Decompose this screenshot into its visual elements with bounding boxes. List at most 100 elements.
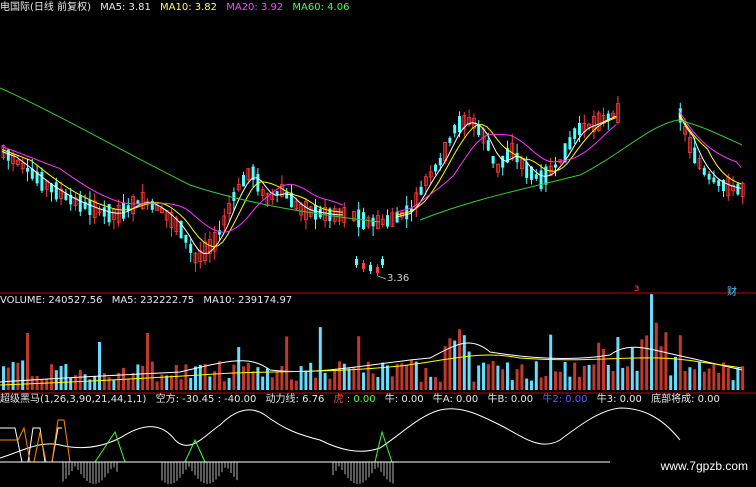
candle-low	[362, 263, 365, 269]
candle-up	[112, 208, 116, 220]
indicator-header: 超级黑马(1,26,3,90,21,44,1,1) 空方: -30.45 : -…	[0, 394, 726, 406]
candle-down	[702, 167, 706, 175]
volume-bars	[2, 294, 745, 390]
candle-down	[362, 212, 365, 230]
volume-bar	[434, 377, 437, 390]
volume-bar	[395, 363, 399, 390]
volume-bar	[650, 294, 653, 390]
candle-down	[357, 209, 361, 228]
finance-marker[interactable]: 财	[727, 287, 737, 298]
candle-down	[573, 128, 577, 139]
candle-up	[73, 197, 78, 207]
volume-bar	[472, 381, 476, 390]
volume-bar	[390, 376, 394, 390]
volume-bar	[131, 372, 135, 390]
volume-bar	[275, 372, 279, 390]
kongfang-label: 空方: -30.45	[155, 394, 215, 405]
candle-down	[568, 137, 572, 150]
candle-up	[323, 207, 328, 221]
volume-bar	[232, 364, 236, 390]
volume-bar	[338, 361, 341, 390]
volume-bar	[35, 375, 39, 390]
volume-bar	[520, 364, 524, 390]
candle-up	[174, 217, 179, 232]
volume-bar	[558, 371, 562, 390]
volume-bar	[630, 347, 634, 390]
volume-bar	[539, 377, 543, 390]
volume-bar	[400, 363, 404, 390]
candle-down	[453, 125, 457, 134]
candle-down	[290, 192, 293, 208]
volume-bar	[107, 377, 111, 390]
candle-down	[26, 167, 29, 172]
candle-up	[380, 218, 385, 225]
low-price-pointer	[377, 275, 387, 280]
volume-bar	[328, 378, 332, 390]
volume-bar	[136, 364, 140, 390]
signal-line-orange	[0, 419, 71, 463]
candle-down	[539, 170, 543, 190]
candle-up	[236, 183, 241, 191]
volume-bar	[525, 378, 529, 390]
candle-down	[506, 148, 509, 163]
candle-up	[59, 188, 63, 199]
candle-down	[256, 174, 260, 192]
candle-down	[386, 215, 389, 227]
vol-ma5-label: MA5: 232222.75	[111, 295, 195, 306]
volume-bar	[443, 346, 447, 390]
volume-bar	[448, 338, 452, 390]
volume-bar	[112, 380, 116, 390]
volume-bar	[405, 365, 409, 390]
candle-down	[736, 183, 740, 195]
volume-bar	[294, 380, 298, 390]
candle-down	[578, 122, 581, 136]
volume-ma-lines	[0, 342, 743, 386]
volume-bar	[486, 364, 490, 390]
volume-bar	[40, 379, 44, 390]
volume-bar	[621, 367, 625, 390]
vol-ma5-line	[0, 342, 743, 383]
volume-bar	[179, 379, 183, 390]
volume-bar	[453, 340, 457, 390]
volume-bar	[592, 364, 596, 390]
volume-bar	[645, 335, 649, 390]
volume-bar	[314, 377, 317, 390]
candle-down	[491, 156, 495, 164]
volume-bar	[381, 362, 385, 390]
volume-bar	[357, 336, 361, 390]
candle-down	[232, 192, 236, 201]
volume-bar	[352, 366, 356, 390]
volume-bar	[309, 362, 313, 390]
dongli-label: 动力线: 6.76	[265, 394, 325, 405]
candle-down	[448, 137, 452, 144]
candle-up	[351, 211, 356, 222]
candle-up	[92, 200, 97, 219]
candle-up	[423, 176, 428, 187]
candle-up	[308, 206, 313, 217]
event-marker[interactable]: з	[634, 283, 640, 294]
hu-value: : 0.00	[346, 394, 376, 405]
volume-bar	[64, 364, 68, 390]
volume-bar	[198, 364, 202, 390]
candle-down	[410, 208, 413, 212]
candle-down	[50, 183, 53, 193]
volume-bar	[174, 365, 178, 390]
volume-bar	[323, 372, 327, 390]
ma10-line	[395, 116, 617, 216]
dongli-line	[0, 407, 681, 459]
candle-down	[554, 164, 557, 168]
volume-bar	[270, 377, 274, 390]
volume-bar	[534, 361, 538, 390]
volume-bar	[227, 378, 231, 390]
volume-bar	[98, 341, 101, 390]
candle-down	[40, 171, 44, 191]
volume-label: VOLUME: 240527.56	[0, 295, 103, 306]
ma10-label: MA10: 3.82	[160, 2, 218, 13]
price-ma-lines	[0, 87, 743, 255]
candle-down	[419, 186, 423, 195]
volume-bar	[6, 367, 10, 390]
volume-bar	[83, 374, 87, 390]
volume-bar	[386, 365, 389, 390]
candle-down	[707, 173, 711, 180]
